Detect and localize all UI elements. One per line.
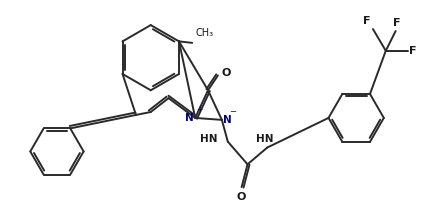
Text: −: −: [229, 107, 236, 116]
Text: +: +: [196, 105, 203, 114]
Text: F: F: [393, 18, 400, 28]
Text: F: F: [409, 46, 417, 56]
Text: CH₃: CH₃: [195, 28, 214, 38]
Text: O: O: [237, 192, 246, 202]
Text: O: O: [222, 68, 231, 78]
Text: HN: HN: [256, 134, 273, 144]
Text: N: N: [223, 115, 232, 125]
Text: F: F: [363, 16, 371, 26]
Text: N: N: [185, 113, 194, 123]
Text: HN: HN: [200, 134, 218, 144]
